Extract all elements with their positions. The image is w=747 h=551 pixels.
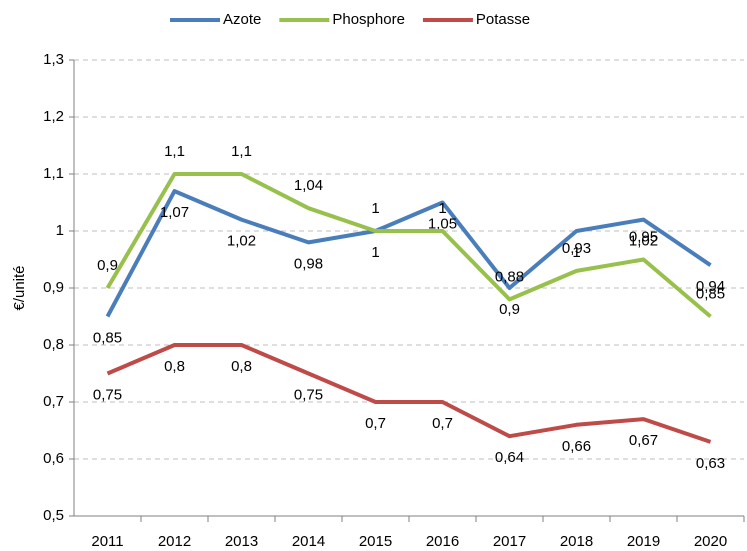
data-label: 1 bbox=[572, 244, 580, 261]
data-label: 1 bbox=[438, 200, 446, 217]
data-label: 0,98 bbox=[294, 255, 323, 272]
data-label: 1,1 bbox=[164, 143, 185, 160]
legend-label: Phosphore bbox=[332, 11, 405, 28]
legend-label: Potasse bbox=[476, 11, 530, 28]
data-label: 0,7 bbox=[365, 415, 386, 432]
y-tick-label: 1 bbox=[56, 222, 64, 239]
data-label: 1 bbox=[371, 244, 379, 261]
data-label: 0,9 bbox=[499, 301, 520, 318]
y-tick-label: 0,6 bbox=[43, 450, 64, 467]
data-label: 0,63 bbox=[696, 455, 725, 472]
data-label: 0,85 bbox=[696, 285, 725, 302]
x-tick-label: 2020 bbox=[694, 533, 727, 550]
data-label: 1,07 bbox=[160, 204, 189, 221]
x-tick-label: 2014 bbox=[292, 533, 325, 550]
data-label: 0,95 bbox=[629, 228, 658, 245]
y-tick-label: 1,2 bbox=[43, 108, 64, 125]
x-tick-label: 2017 bbox=[493, 533, 526, 550]
y-axis-label: €/unité bbox=[11, 265, 28, 310]
data-label: 0,67 bbox=[629, 432, 658, 449]
data-label: 0,75 bbox=[294, 386, 323, 403]
data-label: 1,02 bbox=[227, 233, 256, 250]
y-tick-label: 0,9 bbox=[43, 279, 64, 296]
data-label: 1,04 bbox=[294, 177, 323, 194]
data-label: 1 bbox=[371, 200, 379, 217]
x-tick-label: 2019 bbox=[627, 533, 660, 550]
x-tick-label: 2018 bbox=[560, 533, 593, 550]
data-label: 1,05 bbox=[428, 215, 457, 232]
y-tick-label: 0,5 bbox=[43, 507, 64, 524]
data-label: 0,88 bbox=[495, 268, 524, 285]
x-tick-label: 2016 bbox=[426, 533, 459, 550]
x-tick-label: 2011 bbox=[91, 533, 123, 550]
x-tick-label: 2013 bbox=[225, 533, 258, 550]
data-label: 0,94 bbox=[696, 278, 725, 295]
x-tick-label: 2015 bbox=[359, 533, 392, 550]
legend-label: Azote bbox=[223, 11, 261, 28]
y-tick-label: 0,7 bbox=[43, 393, 64, 410]
data-label: 0,8 bbox=[231, 358, 252, 375]
data-label: 0,66 bbox=[562, 438, 591, 455]
series-line bbox=[105, 172, 712, 319]
series-line bbox=[105, 189, 712, 318]
y-tick-label: 0,8 bbox=[43, 336, 64, 353]
data-label: 0,9 bbox=[97, 257, 118, 274]
data-label: 0,8 bbox=[164, 358, 185, 375]
data-label: 0,85 bbox=[93, 329, 122, 346]
y-tick-label: 1,3 bbox=[43, 51, 64, 68]
data-label: 0,75 bbox=[93, 386, 122, 403]
data-label: 1,1 bbox=[231, 143, 252, 160]
data-label: 0,93 bbox=[562, 240, 591, 257]
data-label: 0,64 bbox=[495, 449, 524, 466]
data-label: 1,02 bbox=[629, 233, 658, 250]
data-label: 0,7 bbox=[432, 415, 453, 432]
y-tick-label: 1,1 bbox=[43, 165, 64, 182]
series-line bbox=[106, 343, 712, 444]
x-tick-label: 2012 bbox=[158, 533, 191, 550]
